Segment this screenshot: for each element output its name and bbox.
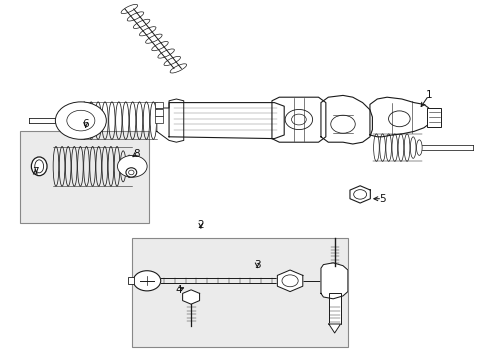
Polygon shape	[350, 186, 370, 203]
Bar	[329, 293, 341, 324]
Text: 1: 1	[425, 90, 432, 100]
Polygon shape	[321, 263, 348, 299]
Bar	[155, 116, 163, 123]
Bar	[155, 109, 163, 116]
Ellipse shape	[126, 168, 137, 177]
Text: 7: 7	[32, 167, 39, 177]
Text: 2: 2	[197, 220, 204, 230]
Bar	[128, 277, 134, 284]
Polygon shape	[321, 95, 372, 144]
Polygon shape	[370, 97, 429, 137]
Text: 4: 4	[175, 285, 182, 295]
Text: 6: 6	[82, 119, 89, 129]
Circle shape	[118, 156, 147, 177]
Ellipse shape	[31, 157, 47, 176]
Text: 3: 3	[254, 260, 261, 270]
Text: 5: 5	[379, 194, 386, 204]
Polygon shape	[169, 103, 284, 139]
Bar	[155, 102, 163, 108]
Polygon shape	[183, 290, 199, 304]
Polygon shape	[329, 324, 341, 333]
Bar	[132, 238, 348, 347]
Circle shape	[133, 271, 161, 291]
Text: 8: 8	[133, 149, 140, 159]
Polygon shape	[272, 97, 326, 142]
Bar	[20, 131, 149, 223]
Polygon shape	[277, 270, 303, 292]
Circle shape	[55, 102, 106, 139]
Polygon shape	[157, 99, 184, 142]
Bar	[427, 108, 441, 127]
